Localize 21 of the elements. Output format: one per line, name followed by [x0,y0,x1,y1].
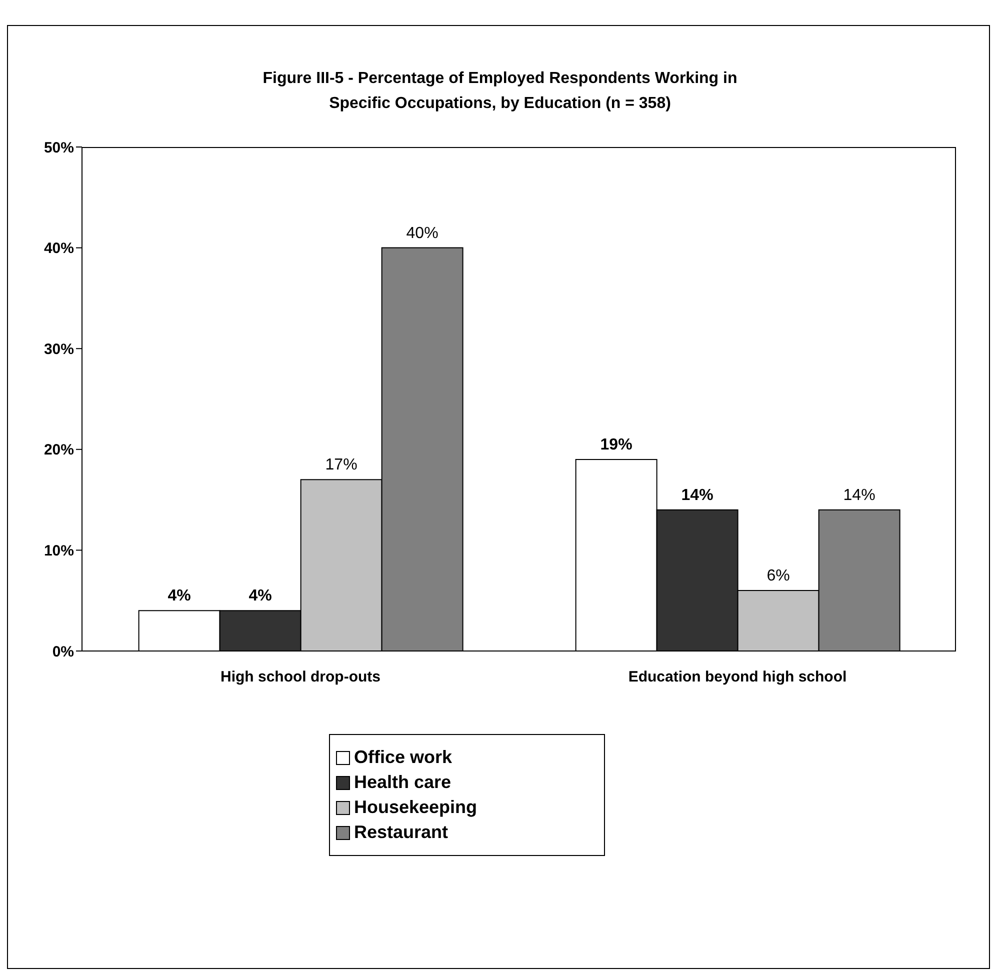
y-tick-label: 10% [44,542,74,560]
legend-label: Housekeeping [354,797,478,818]
legend-label: Health care [354,772,452,793]
y-tick-label: 20% [44,442,74,459]
data-label: 14% [843,486,876,504]
data-label: 19% [600,436,632,454]
y-tick-label: 40% [44,240,74,258]
x-tick-label: High school drop-outs [220,668,380,686]
data-label: 40% [406,224,438,242]
data-label: 4% [248,588,272,605]
y-tick-label: 30% [44,340,74,358]
y-tick-label: 50% [44,139,74,156]
x-tick-label: Education beyond high school [628,668,847,686]
y-tick-label: 0% [52,643,74,660]
data-label: 6% [766,568,790,585]
legend-label: Restaurant [354,822,448,843]
data-label: 14% [681,486,714,504]
data-label: 17% [325,456,358,474]
data-label: 4% [168,588,191,605]
chart-title: Figure III-5 - Percentage of Employed Respondents Working in Specific Occupations, by Education (n = 358) [262,69,738,114]
legend-label: Office work [354,747,452,768]
